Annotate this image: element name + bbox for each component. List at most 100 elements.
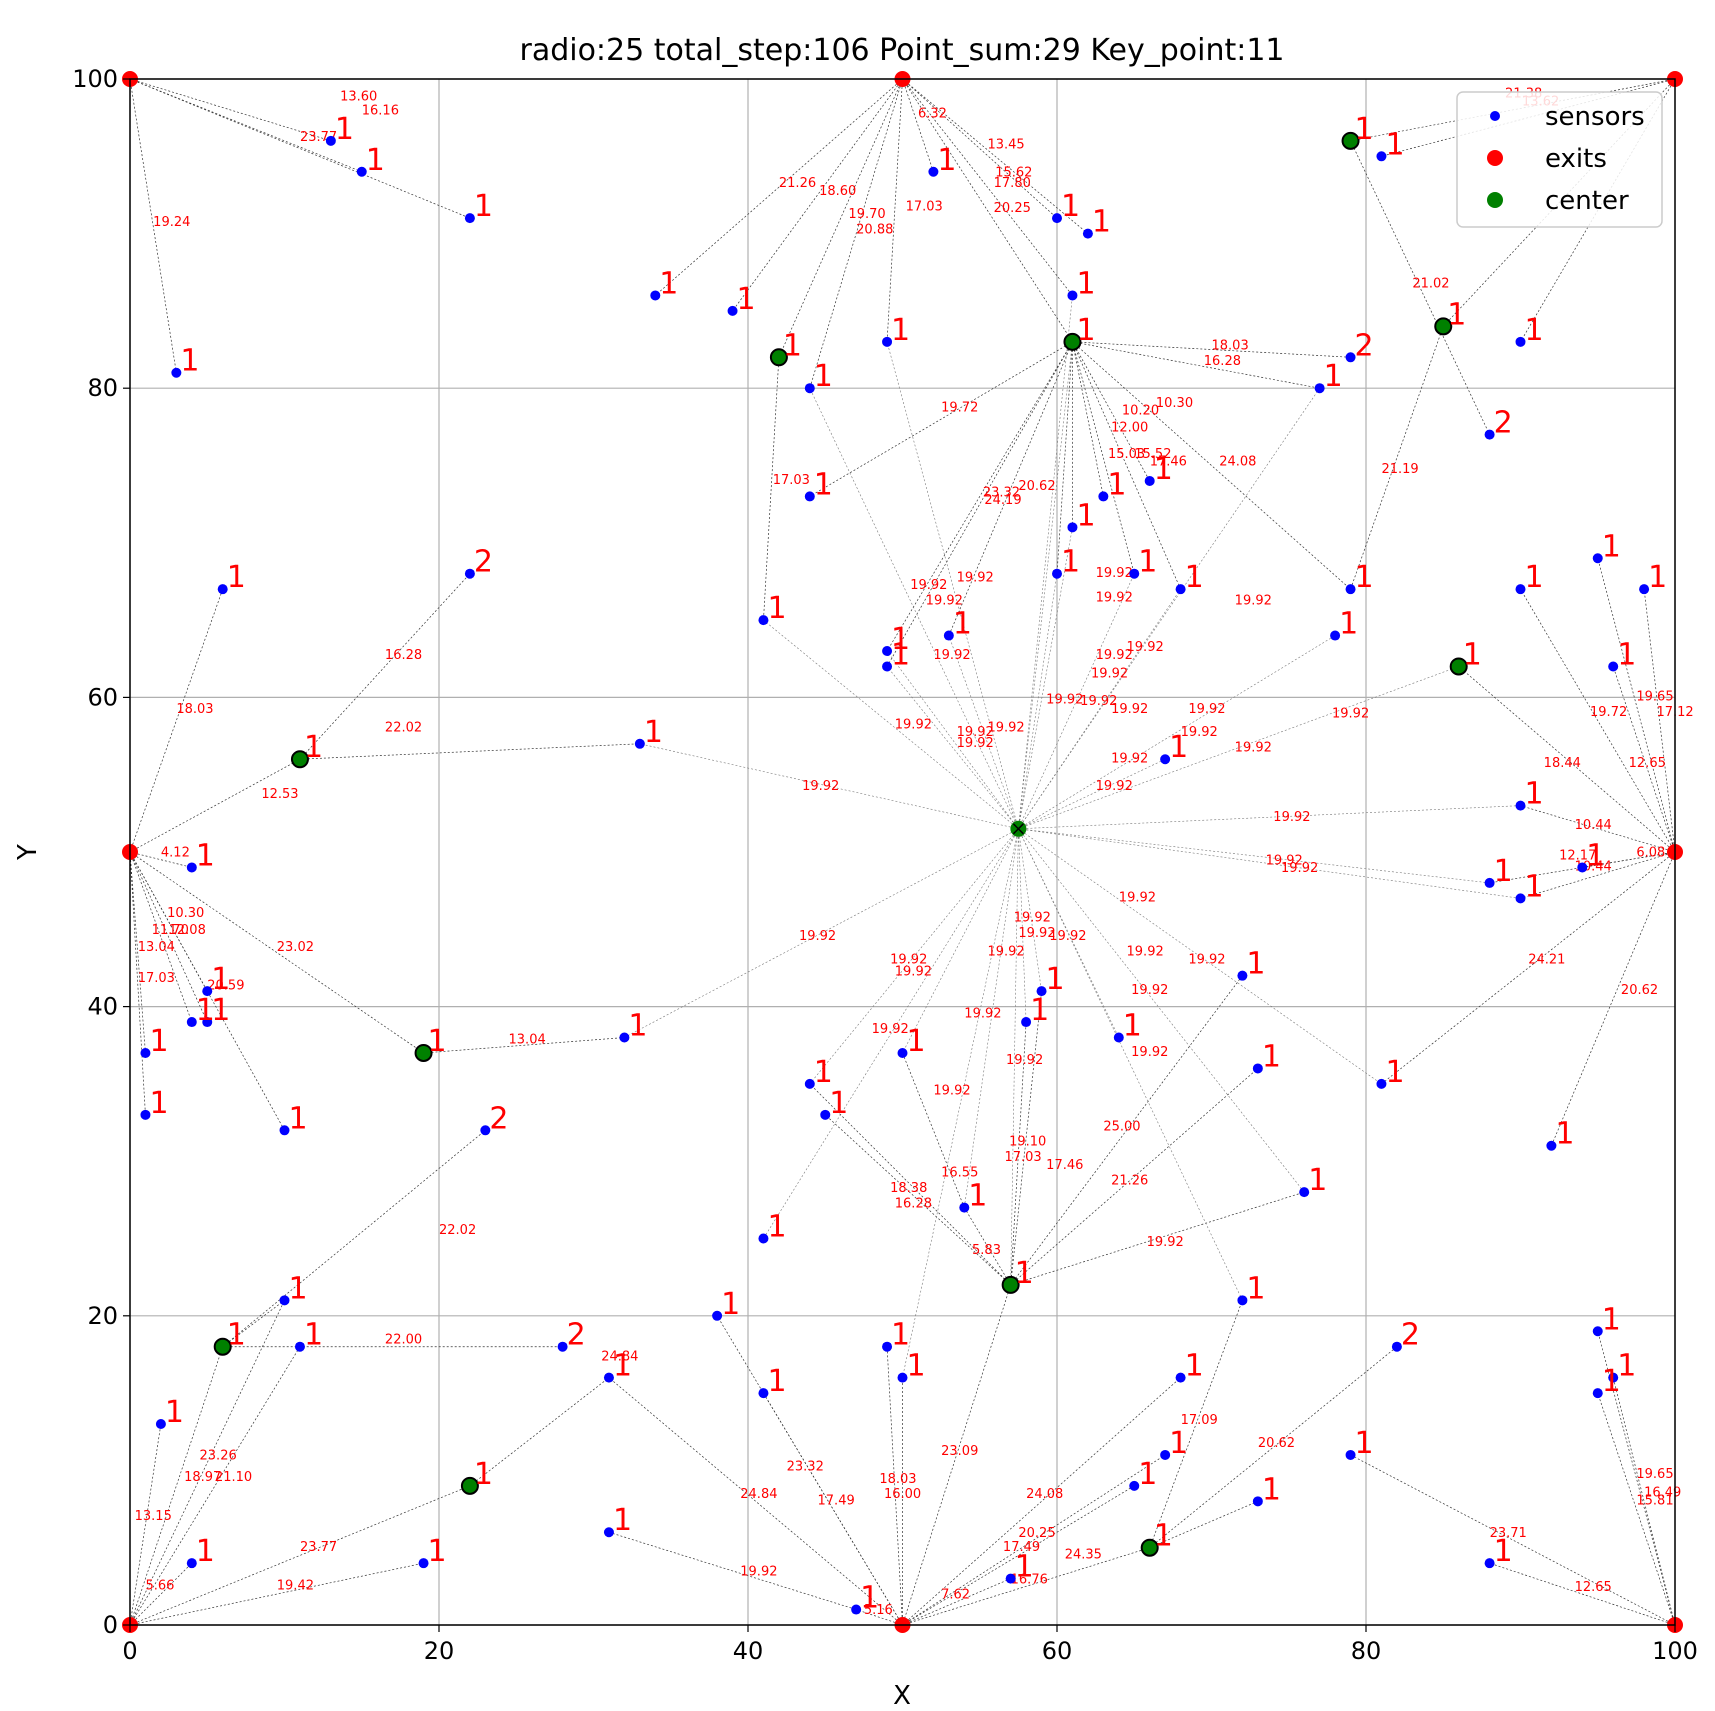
sensor-count-label: 1	[891, 313, 910, 348]
sensor-count-label: 2	[489, 1101, 508, 1136]
sensor-point	[1067, 290, 1078, 301]
sensor-count-label: 2	[1401, 1318, 1420, 1353]
hub-edge	[886, 341, 1019, 829]
sensor-point	[1144, 475, 1155, 486]
route-edge	[129, 851, 208, 1023]
route-edge	[902, 1547, 1150, 1626]
distance-label: 18.38	[890, 1181, 927, 1196]
distance-label: 17.80	[994, 176, 1031, 191]
sensor-point	[186, 1017, 197, 1028]
distance-label: 19.92	[964, 1006, 1001, 1021]
distance-label: 18.44	[1544, 756, 1581, 771]
distance-label: 7.62	[941, 1588, 970, 1603]
hub-edge	[809, 828, 1019, 1085]
sensor-point	[1608, 1372, 1619, 1383]
y-tick-label: 80	[87, 374, 118, 402]
distance-label: 19.92	[740, 1565, 777, 1580]
route-edge	[902, 78, 1058, 219]
sensor-count-label: 1	[968, 1179, 987, 1214]
hub-edge	[1018, 295, 1073, 829]
sensor-point	[851, 1604, 862, 1615]
route-edge	[222, 1130, 486, 1347]
sensor-count-label: 1	[1355, 560, 1374, 595]
sensor-count-label: 1	[180, 344, 199, 379]
distance-label: 19.92	[987, 945, 1024, 960]
route-edge	[902, 1454, 1166, 1626]
sensor-point	[820, 1109, 831, 1120]
sensor-point	[804, 383, 815, 394]
legend-label-sensors: sensors	[1545, 102, 1645, 132]
distance-label: 15.52	[1134, 447, 1171, 462]
route-edge	[902, 1485, 1135, 1626]
sensor-count-label: 1	[1617, 637, 1636, 672]
sensor-point	[1299, 1187, 1310, 1198]
hub-edge	[1018, 828, 1120, 1038]
route-edge	[1350, 326, 1444, 590]
distance-label: 20.88	[856, 223, 893, 238]
distance-label: 19.92	[1235, 741, 1272, 756]
distance-label: 10.30	[167, 906, 204, 921]
sensor-point	[1021, 1017, 1032, 1028]
route-edge	[1072, 341, 1151, 482]
legend-label-exits: exits	[1545, 144, 1607, 174]
sensor-point	[758, 615, 769, 626]
sensor-count-label: 1	[1586, 838, 1605, 873]
sensor-count-label: 1	[1555, 1117, 1574, 1152]
route-edge	[129, 1485, 471, 1626]
sensor-count-label: 1	[149, 1024, 168, 1059]
distance-label: 19.65	[1636, 1467, 1673, 1482]
sensor-count-label: 1	[613, 1503, 632, 1538]
route-edge	[1520, 805, 1676, 853]
route-edge	[902, 78, 1089, 234]
sensor-point	[1515, 893, 1526, 904]
distance-label: 19.92	[895, 965, 932, 980]
distance-label: 5.66	[145, 1578, 174, 1593]
sensor-count-label: 1	[1061, 189, 1080, 224]
distance-label: 20.62	[1258, 1436, 1295, 1451]
distance-label: 12.53	[261, 787, 298, 802]
hub-edge	[1018, 573, 1135, 829]
sensor-count-label: 1	[1447, 297, 1466, 332]
sensor-count-label: 1	[1308, 1163, 1327, 1198]
legend-marker-exits	[1487, 150, 1503, 166]
route-edge	[129, 851, 424, 1054]
sensor-count-label: 2	[567, 1318, 586, 1353]
route-edge	[1551, 851, 1676, 1146]
distance-label: 19.92	[1049, 929, 1086, 944]
distance-label: 12.65	[1629, 756, 1666, 771]
sensor-count-label: 1	[1015, 1550, 1034, 1585]
route-edge	[222, 1300, 285, 1347]
distance-label: 15.62	[995, 165, 1032, 180]
sensor-count-label: 1	[891, 622, 910, 657]
distance-label: 23.26	[200, 1449, 237, 1464]
center-point	[1140, 1538, 1159, 1557]
sensor-count-label: 1	[1246, 947, 1265, 982]
distance-label: 24.35	[1065, 1548, 1102, 1563]
sensor-point	[943, 630, 954, 641]
sensor-point	[464, 213, 475, 224]
distance-label: 15.03	[1108, 447, 1145, 462]
distance-label: 19.92	[1235, 594, 1272, 609]
sensor-count-label: 1	[767, 1210, 786, 1245]
hub-edge	[1018, 388, 1320, 829]
distance-label: 19.92	[1096, 591, 1133, 606]
distance-label: 19.72	[941, 400, 978, 415]
route-edge	[129, 851, 146, 1054]
route-edge	[129, 78, 177, 373]
x-tick-label: 80	[1351, 1637, 1382, 1665]
sensor-count-label: 1	[737, 282, 756, 317]
sensor-point	[1252, 1063, 1263, 1074]
sensor-point	[634, 738, 645, 749]
hub-edge	[1018, 828, 1521, 899]
hub-edge	[886, 666, 1019, 829]
sensor-count-label: 1	[767, 1364, 786, 1399]
legend: sensors exits center	[1456, 91, 1663, 228]
distance-label: 20.59	[207, 979, 244, 994]
distance-label: 19.92	[1014, 911, 1051, 926]
sensor-point	[1314, 383, 1325, 394]
route-edge	[1643, 589, 1676, 853]
distance-label: 17.46	[1046, 1158, 1083, 1173]
sensor-point	[1376, 151, 1387, 162]
distance-label: 21.10	[215, 1470, 252, 1485]
